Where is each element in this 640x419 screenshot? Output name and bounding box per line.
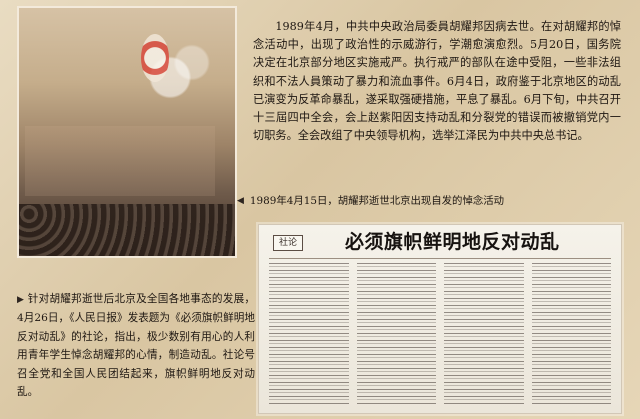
- right-triangle-icon: ▶: [17, 295, 25, 305]
- photo-caption: ◀ 1989年4月15日，胡耀邦逝世北京出现自发的悼念活动: [237, 193, 597, 209]
- editorial-tag: 社论: [273, 235, 303, 251]
- headline-rule: [269, 258, 611, 259]
- wreath: [141, 34, 169, 82]
- newspaper-clipping: 社论 必须旗帜鲜明地反对动乱: [258, 224, 622, 414]
- newspaper-columns: [269, 263, 611, 405]
- paragraph-1: 1989年4月，中共中央政治局委員胡耀邦因病去世。在对胡耀邦的悼念活动中，出现了…: [253, 20, 621, 143]
- caption-text: 1989年4月15日，胡耀邦逝世北京出现自发的悼念活动: [249, 195, 505, 207]
- paragraph-2: ▶ 针对胡耀邦逝世后北京及全国各地事态的发展，4月26日，《人民日报》发表题为《…: [17, 290, 255, 404]
- newspaper-column: [356, 263, 436, 405]
- paragraph-2-text: 针对胡耀邦逝世后北京及全国各地事态的发展，4月26日，《人民日报》发表题为《必须…: [17, 293, 256, 399]
- newspaper-column: [444, 263, 524, 405]
- crowd: [19, 204, 235, 256]
- monument-stone: [25, 126, 215, 196]
- newspaper-column: [269, 263, 349, 405]
- newspaper-headline: 必须旗帜鲜明地反对动乱: [345, 231, 560, 253]
- mourning-photo: [17, 6, 237, 258]
- newspaper-column: [531, 263, 611, 405]
- left-triangle-icon: ◀: [237, 196, 244, 206]
